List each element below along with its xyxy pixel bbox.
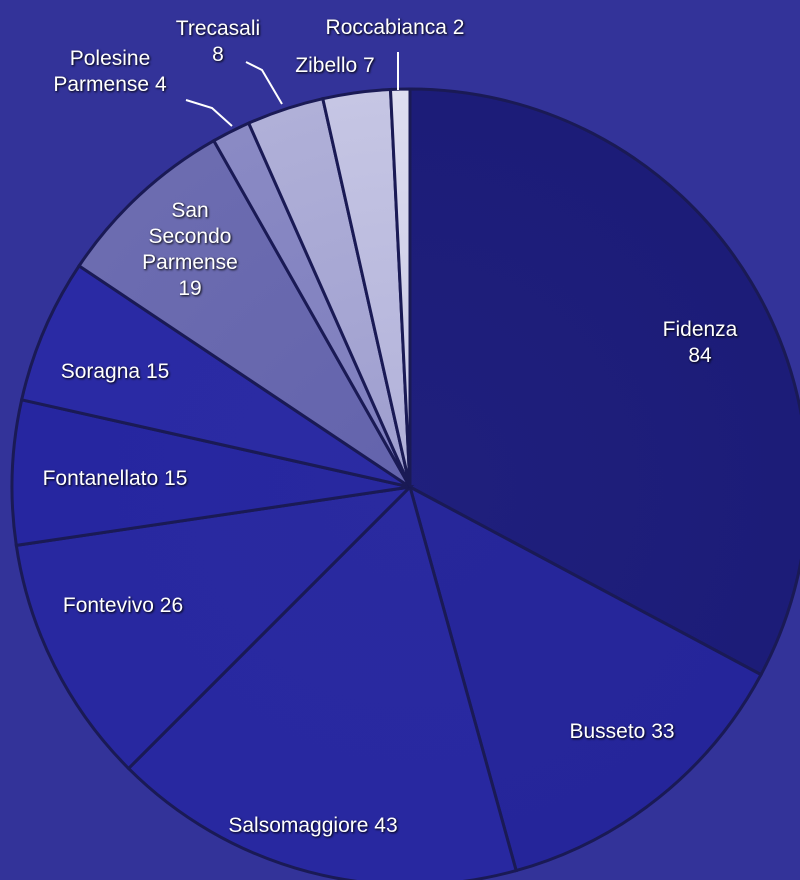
label-value: 19 (178, 277, 202, 300)
label-category: Busseto (569, 720, 646, 743)
pie-slice (407, 484, 764, 873)
label-value: 8 (212, 43, 224, 66)
leader-line (185, 99, 233, 127)
label-category: Roccabianca (325, 16, 447, 39)
label-category: Fidenza (662, 318, 738, 341)
data-label: Fidenza 84 (650, 317, 750, 369)
label-value: 15 (145, 360, 170, 383)
label-category: San Secondo Parmense (142, 199, 238, 274)
label-category: Zibello (295, 54, 358, 77)
leader-line (245, 61, 283, 105)
pie-slice (19, 263, 411, 489)
data-label: Fontevivo 26 (63, 593, 183, 619)
data-label: Busseto 33 (569, 719, 674, 745)
label-category: Soragna (60, 360, 141, 383)
data-label: San Secondo Parmense 19 (133, 198, 248, 302)
data-label: Roccabianca 2 (326, 15, 465, 41)
label-value: 4 (154, 73, 167, 96)
label-category: Polesine Parmense (53, 47, 151, 96)
label-category: Fontanellato (42, 467, 159, 490)
pie-slice (76, 138, 412, 489)
leader-lines (185, 52, 399, 127)
data-label: Salsomaggiore 43 (228, 813, 397, 839)
label-value: 26 (159, 594, 184, 617)
label-category: Trecasali (175, 17, 261, 40)
data-label: Soragna 15 (61, 359, 170, 385)
label-category: Salsomaggiore (228, 814, 369, 837)
label-value: 33 (651, 720, 675, 743)
label-value: 84 (688, 344, 712, 367)
data-label: Fontanellato 15 (43, 466, 188, 492)
data-label: Trecasali 8 (168, 16, 268, 68)
label-value: 15 (164, 467, 188, 490)
pie-slice (10, 398, 411, 548)
pie-slice (126, 484, 518, 880)
data-label: Polesine Parmense 4 (25, 46, 195, 98)
label-value: 43 (374, 814, 398, 837)
label-value: 7 (363, 54, 375, 77)
label-category: Fontevivo (62, 594, 154, 617)
pie-slice (14, 484, 415, 771)
label-value: 2 (452, 16, 465, 39)
data-label: Zibello 7 (295, 53, 374, 79)
pie-slice (388, 87, 412, 488)
